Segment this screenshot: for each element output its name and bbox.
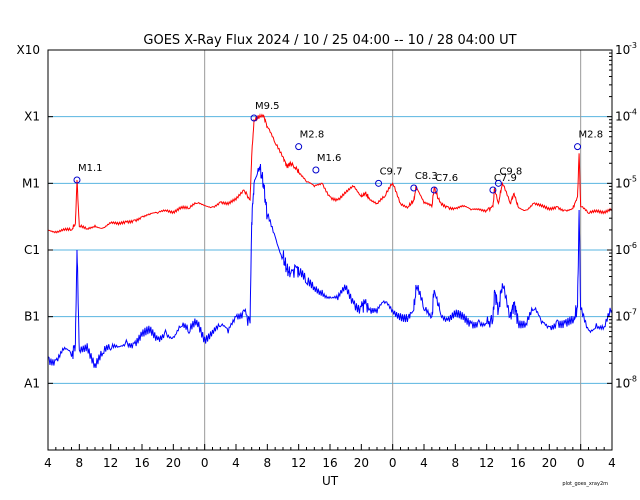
- right-tick-exponent: -6: [629, 241, 637, 250]
- right-tick-exponent: -4: [629, 108, 637, 117]
- x-tick-label: 8: [264, 456, 272, 470]
- left-tick-label: X10: [17, 43, 41, 57]
- x-tick-label: 4: [232, 456, 240, 470]
- left-tick-label: C1: [24, 243, 40, 257]
- flare-markers: M1.1 M9.5 M2.8 M1.6 C9.7 C8.3C7.6 C7.9C9.8 M2.8: [73, 101, 604, 194]
- flare-marker: [410, 184, 418, 192]
- flare-marker: [312, 166, 320, 174]
- x-tick-label: 20: [542, 456, 557, 470]
- flare-label: M1.6: [317, 153, 342, 164]
- right-tick-base: 10: [615, 243, 630, 257]
- right-tick-exponent: -8: [629, 374, 637, 383]
- right-axis-ticks: 10-810-710-610-510-410-3: [607, 41, 637, 390]
- x-axis-ticks: 4 8 12 16 20 0 4 8 12 16 20 0 4 8 12 16 20 0 4: [44, 444, 616, 470]
- flare-marker: [375, 179, 383, 187]
- x-tick-label: 0: [201, 456, 209, 470]
- flare-marker: [494, 179, 502, 187]
- flare-marker: [574, 143, 582, 151]
- x-tick-label: 20: [354, 456, 369, 470]
- series-line: [47, 113, 613, 234]
- x-tick-label: 4: [420, 456, 428, 470]
- right-tick-exponent: -5: [629, 174, 637, 183]
- x-tick-label: 4: [44, 456, 52, 470]
- left-tick-label: B1: [24, 310, 40, 324]
- flare-label: C8.3: [415, 171, 438, 182]
- x-tick-label: 16: [134, 456, 149, 470]
- right-tick-base: 10: [615, 43, 630, 57]
- flare-label: M2.8: [300, 130, 325, 141]
- flare-label: M2.8: [579, 130, 604, 141]
- right-tick-base: 10: [615, 310, 630, 324]
- left-tick-label: A1: [24, 376, 40, 390]
- x-tick-label: 0: [577, 456, 585, 470]
- x-tick-label: 16: [322, 456, 337, 470]
- x-tick-label: 12: [291, 456, 306, 470]
- flare-marker: [73, 176, 81, 184]
- left-axis-ticks: A1 B1 C1 M1 X1 X10: [17, 43, 53, 390]
- x-tick-label: 8: [452, 456, 460, 470]
- x-tick-label: 16: [510, 456, 525, 470]
- right-tick-exponent: -3: [629, 41, 637, 50]
- x-tick-label: 12: [103, 456, 118, 470]
- x-tick-label: 8: [76, 456, 84, 470]
- flare-label: M1.1: [78, 163, 103, 174]
- day-boundary-lines: [204, 50, 582, 450]
- x-axis-label: UT: [322, 474, 339, 488]
- flare-label: M9.5: [255, 101, 280, 112]
- right-tick-base: 10: [615, 176, 630, 190]
- chart-title: GOES X-Ray Flux 2024 / 10 / 25 04:00 -- …: [143, 33, 516, 48]
- flare-marker: [430, 186, 438, 194]
- flare-marker: [250, 114, 258, 122]
- right-tick-exponent: -7: [629, 308, 637, 317]
- right-tick-base: 10: [615, 110, 630, 124]
- left-tick-label: M1: [22, 176, 40, 190]
- plot-credit: plot_goes_xray2m: [562, 481, 608, 487]
- flare-label: C7.9: [494, 173, 517, 184]
- x-tick-label: 0: [389, 456, 397, 470]
- x-tick-label: 12: [479, 456, 494, 470]
- flare-label: C7.6: [435, 173, 458, 184]
- flare-marker: [489, 186, 497, 194]
- x-tick-label: 20: [166, 456, 181, 470]
- left-tick-label: X1: [24, 110, 40, 124]
- flare-label: C9.7: [380, 166, 403, 177]
- series-line: [47, 164, 613, 369]
- x-tick-label: 4: [608, 456, 616, 470]
- right-tick-base: 10: [615, 376, 630, 390]
- flare-marker: [295, 143, 303, 151]
- flare-label: C9.8: [499, 166, 522, 177]
- flux-series: [47, 113, 613, 369]
